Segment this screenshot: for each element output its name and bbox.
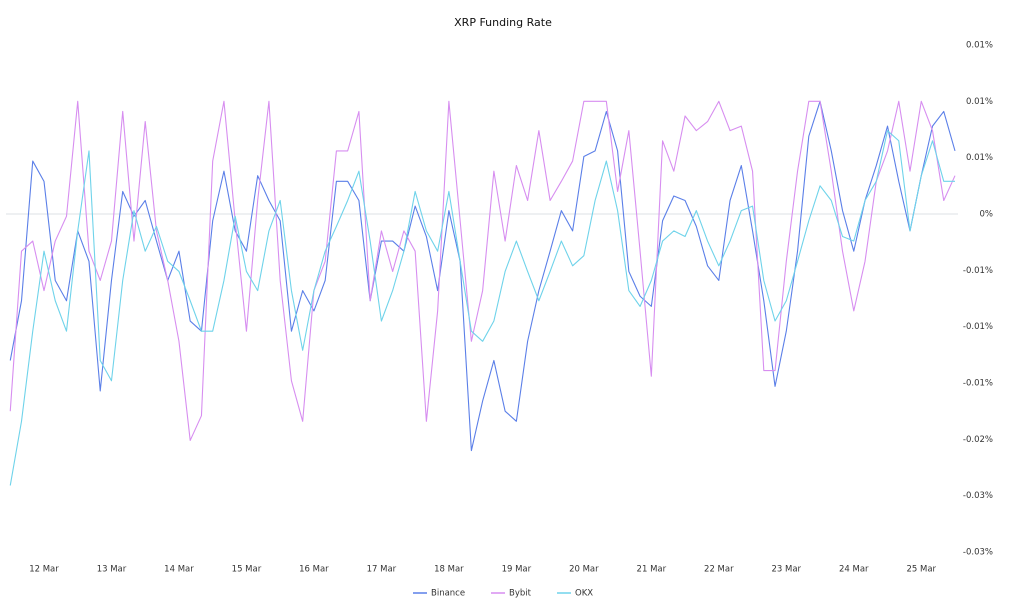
x-tick-label: 12 Mar — [29, 565, 59, 575]
legend-label: OKX — [575, 589, 593, 599]
series-line — [9, 100, 956, 442]
x-tick-label: 15 Mar — [232, 565, 262, 575]
legend-label: Binance — [431, 589, 465, 599]
y-tick-label: 0.01% — [966, 41, 993, 51]
x-tick-label: 21 Mar — [637, 565, 667, 575]
legend-label: Bybit — [509, 589, 532, 599]
y-tick-label: 0.01% — [966, 153, 993, 163]
x-tick-label: 19 Mar — [502, 565, 532, 575]
y-tick-label: -0.03% — [963, 548, 993, 558]
x-tick-label: 17 Mar — [367, 565, 397, 575]
y-tick-label: 0% — [980, 210, 994, 220]
y-tick-label: -0.02% — [963, 435, 993, 445]
y-tick-label: -0.03% — [963, 491, 993, 501]
x-tick-label: 14 Mar — [164, 565, 194, 575]
x-tick-label: 25 Mar — [906, 565, 936, 575]
y-tick-label: -0.01% — [963, 379, 993, 389]
x-tick-label: 23 Mar — [772, 565, 802, 575]
y-tick-label: -0.01% — [963, 322, 993, 332]
x-tick-label: 18 Mar — [434, 565, 464, 575]
x-tick-label: 13 Mar — [97, 565, 127, 575]
x-tick-label: 20 Mar — [569, 565, 599, 575]
series-line — [9, 100, 956, 452]
x-tick-label: 16 Mar — [299, 565, 329, 575]
y-tick-label: 0.01% — [966, 97, 993, 107]
x-tick-label: 22 Mar — [704, 565, 734, 575]
chart-title: XRP Funding Rate — [454, 16, 552, 29]
series-line — [9, 130, 955, 486]
y-tick-label: -0.01% — [963, 266, 993, 276]
x-tick-label: 24 Mar — [839, 565, 869, 575]
